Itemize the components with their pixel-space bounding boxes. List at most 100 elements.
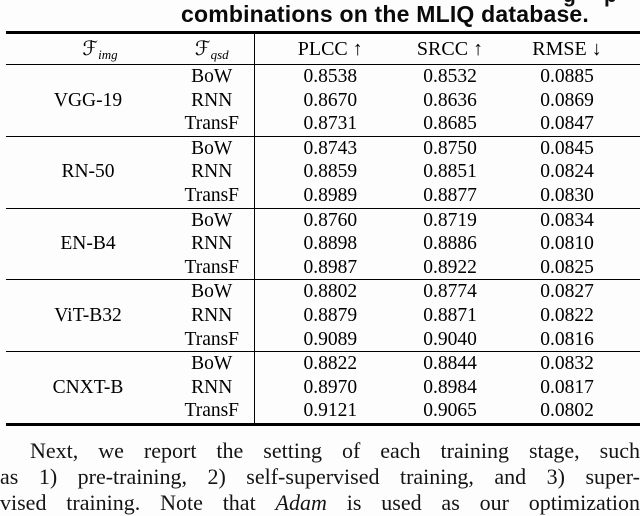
plcc-cell: 0.8970: [303, 376, 358, 398]
table-row: RN-50 BoW 0.8743 0.8750 0.0845: [6, 136, 640, 209]
rmse-cell: 0.0817: [540, 376, 594, 398]
rmse-cell: 0.0830: [494, 183, 640, 209]
plcc-cell: 0.8859: [303, 161, 358, 183]
rmse-cell: 0.0827: [540, 281, 594, 303]
table-group-vgg19: VGG-19 BoW 0.8538 0.8532 0.0885 RNN 0.86…: [6, 64, 640, 137]
col-header-rmse: RMSE ↓: [494, 32, 640, 65]
f-qsd-subscript: qsd: [210, 46, 229, 62]
table-row: ViT-B32 BoW 0.8802 0.8774 0.0827: [6, 279, 640, 353]
rmse-cell: 0.0824: [540, 161, 594, 183]
plcc-cell: 0.8898: [303, 233, 358, 255]
srcc-cell: 0.8984: [423, 376, 477, 398]
table-group-enb4: EN-B4 BoW 0.8760 0.8719 0.0834 RNN 0.889…: [6, 208, 640, 281]
method-cell: TransF: [170, 183, 255, 209]
table-row: TransF 0.8987 0.8922 0.0825: [6, 255, 640, 281]
table-row: TransF 0.9121 0.9065 0.0802: [6, 399, 640, 425]
col-header-plcc: PLCC ↑: [254, 32, 406, 65]
plcc-cell: 0.8989: [254, 183, 406, 209]
table-group-vitb32: ViT-B32 BoW 0.8802 0.8774 0.0827 RNN 0.8…: [6, 279, 640, 353]
srcc-cell: 0.8774: [423, 281, 477, 303]
cropped-text-fragment: p: [604, 0, 617, 8]
f-img-subscript: img: [98, 46, 118, 62]
table-row: RNN 0.8859 0.8851 0.0824: [6, 160, 640, 184]
model-cell: ViT-B32: [6, 279, 170, 353]
plcc-cell: 0.8822: [303, 353, 358, 375]
paragraph-text: vised training. Note that: [0, 490, 276, 515]
srcc-cell: 0.8532: [423, 66, 477, 88]
rmse-cell: 0.0847: [494, 112, 640, 137]
model-cell: RN-50: [6, 136, 170, 209]
srcc-cell: 0.8636: [423, 89, 477, 111]
paragraph-line: Next, we report the setting of each trai…: [30, 438, 640, 463]
model-cell: VGG-19: [6, 64, 170, 137]
col-header-f-img: ℱimg: [6, 32, 170, 65]
cropped-text-fragment: g: [563, 0, 576, 8]
plcc-cell: 0.8987: [254, 255, 406, 281]
srcc-cell: 0.9040: [406, 327, 494, 353]
header-row: ℱimg ℱqsd PLCC ↑ SRCC ↑ RMSE ↓: [6, 32, 640, 65]
srcc-cell: 0.8750: [423, 137, 477, 159]
method-cell: BoW: [170, 279, 255, 304]
srcc-cell: 0.8922: [406, 255, 494, 281]
method-cell: RNN: [170, 232, 255, 256]
rmse-cell: 0.0825: [494, 255, 640, 281]
table-header-group: ℱimg ℱqsd PLCC ↑ SRCC ↑ RMSE ↓: [6, 32, 640, 65]
method-cell: RNN: [170, 303, 255, 328]
table-group-rn50: RN-50 BoW 0.8743 0.8750 0.0845 RNN 0.885…: [6, 136, 640, 209]
rmse-cell: 0.0834: [540, 209, 594, 231]
col-header-srcc: SRCC ↑: [406, 32, 494, 65]
rmse-cell: 0.0869: [540, 89, 594, 111]
results-table: ℱimg ℱqsd PLCC ↑ SRCC ↑ RMSE ↓ VGG-19 Bo…: [6, 31, 640, 426]
table-row: RNN 0.8970 0.8984 0.0817: [6, 375, 640, 400]
srcc-cell: 0.8871: [423, 304, 477, 326]
plcc-cell: 0.8538: [303, 66, 358, 88]
method-cell: BoW: [170, 136, 255, 161]
rmse-cell: 0.0885: [540, 66, 594, 88]
plcc-cell: 0.8802: [303, 281, 358, 303]
method-cell: BoW: [170, 351, 255, 376]
plcc-cell: 0.8670: [303, 89, 358, 111]
table-row: CNXT-B BoW 0.8822 0.8844 0.0832: [6, 351, 640, 397]
model-cell: CNXT-B: [52, 376, 124, 398]
rmse-cell: 0.0810: [540, 233, 594, 255]
col-header-f-qsd: ℱqsd: [170, 32, 255, 65]
srcc-cell: 0.8851: [423, 161, 477, 183]
table-row: TransF 0.9089 0.9040 0.0816: [6, 327, 640, 353]
plcc-cell: 0.8879: [303, 304, 358, 326]
adam-italic-text: Adam: [275, 490, 327, 515]
rmse-cell: 0.0832: [540, 353, 594, 375]
body-paragraph: Next, we report the setting of each trai…: [0, 438, 640, 516]
method-cell: BoW: [170, 64, 255, 89]
srcc-cell: 0.8844: [423, 353, 477, 375]
table-row: RNN 0.8879 0.8871 0.0822: [6, 303, 640, 328]
method-cell: TransF: [170, 327, 255, 353]
paragraph-text: is used as our optimization: [326, 490, 640, 515]
method-cell: RNN: [170, 375, 255, 400]
plcc-cell: 0.8760: [303, 209, 358, 231]
table-row: EN-B4 BoW 0.8760 0.8719 0.0834: [6, 208, 640, 281]
srcc-cell: 0.8877: [406, 183, 494, 209]
method-cell: TransF: [170, 255, 255, 281]
method-cell: TransF: [170, 112, 255, 137]
table-caption: combinations on the MLIQ database.: [180, 1, 590, 27]
rmse-cell: 0.0816: [494, 327, 640, 353]
plcc-cell: 0.8743: [303, 137, 358, 159]
method-cell: BoW: [170, 208, 255, 233]
plcc-cell: 0.8731: [254, 112, 406, 137]
plcc-cell: 0.9089: [254, 327, 406, 353]
table-row: RNN 0.8670 0.8636 0.0869: [6, 88, 640, 113]
srcc-cell: 0.8685: [406, 112, 494, 137]
rmse-cell: 0.0822: [540, 304, 594, 326]
paragraph-line: as 1) pre-training, 2) self-supervised t…: [0, 464, 640, 489]
srcc-cell: 0.8886: [423, 233, 477, 255]
f-qsd-symbol: ℱ: [194, 35, 211, 60]
f-img-symbol: ℱ: [82, 35, 99, 60]
method-cell: RNN: [170, 160, 255, 184]
table-group-cnxtb: CNXT-B BoW 0.8822 0.8844 0.0832 RNN 0.89…: [6, 351, 640, 425]
rmse-cell: 0.0845: [540, 137, 594, 159]
paragraph-line: vised training. Note that Adam is used a…: [0, 490, 640, 516]
method-cell: TransF: [170, 399, 255, 425]
table-row: TransF 0.8989 0.8877 0.0830: [6, 183, 640, 209]
table-row: RNN 0.8898 0.8886 0.0810: [6, 232, 640, 256]
srcc-cell: 0.8719: [423, 209, 477, 231]
